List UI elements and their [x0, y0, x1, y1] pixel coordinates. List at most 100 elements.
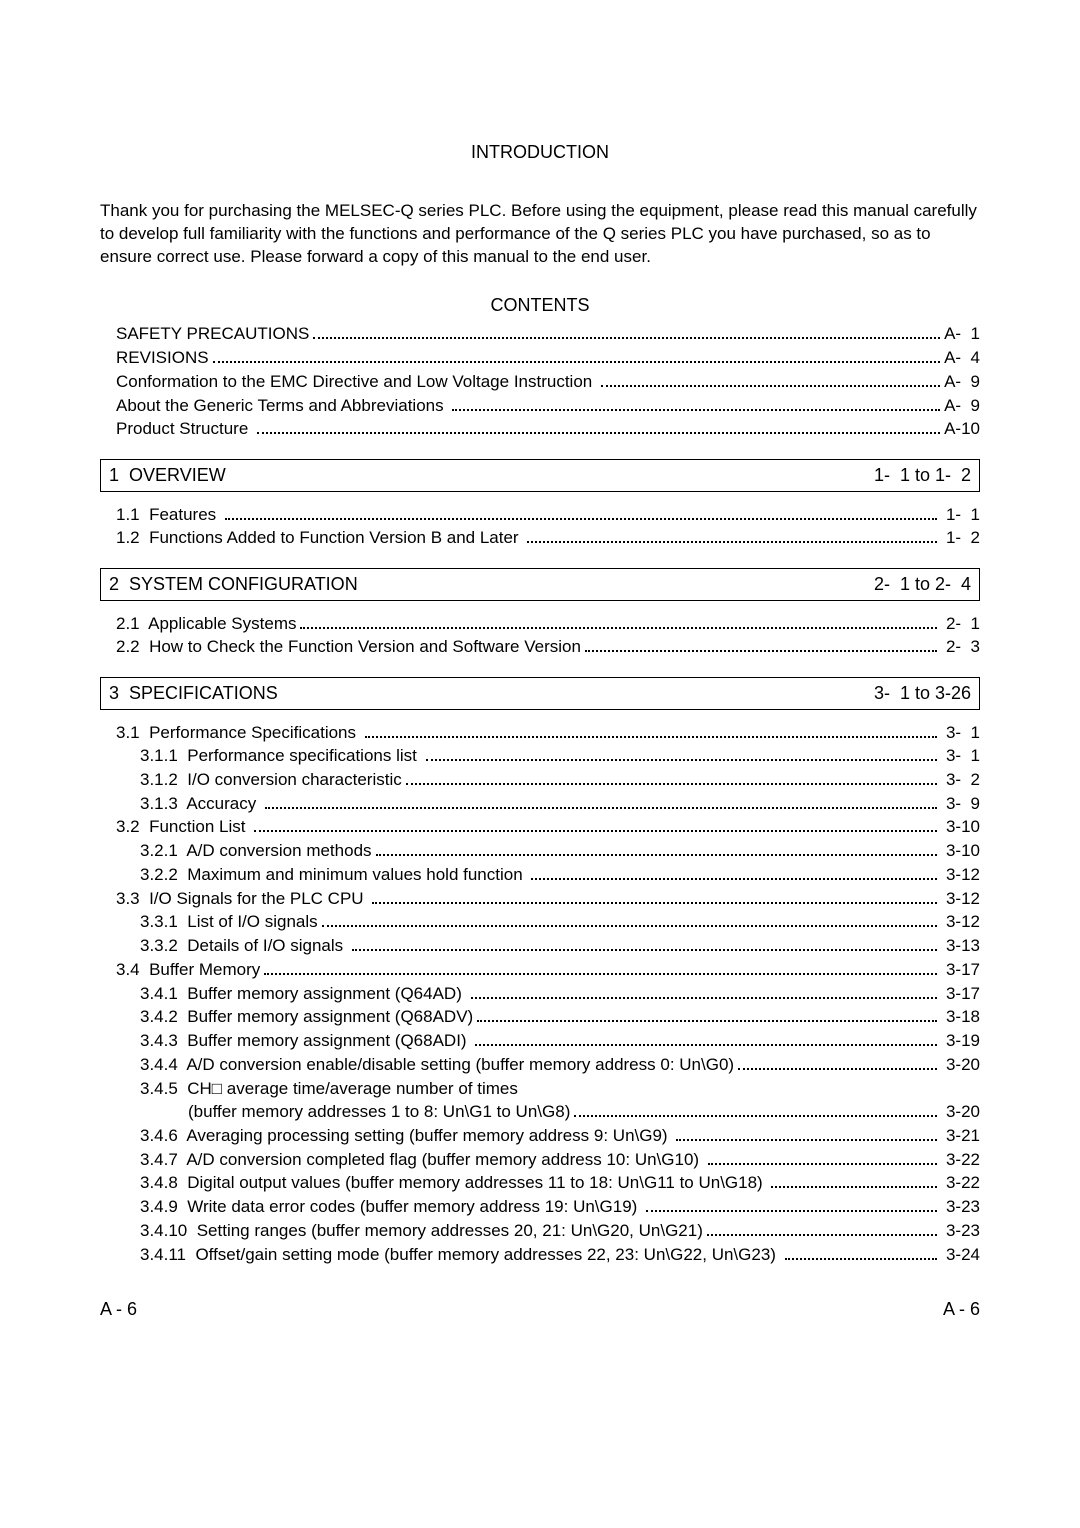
toc-leader-dots [265, 795, 937, 809]
toc-entry: 3.2.1 A/D conversion methods 3-10 [100, 840, 980, 863]
toc-page: A- 9 [944, 395, 980, 418]
toc-leader-dots [475, 1032, 937, 1046]
chapter-title: 3 SPECIFICATIONS [109, 681, 278, 705]
toc-page: A-10 [944, 418, 980, 441]
toc-page: 3- 1 [941, 745, 980, 768]
toc-label: 3.4.7 A/D conversion completed flag (buf… [140, 1149, 704, 1172]
toc-leader-dots [527, 530, 937, 544]
toc-page: 3-23 [941, 1196, 980, 1219]
footer-left: A - 6 [100, 1297, 137, 1321]
toc-entry: 3.3.2 Details of I/O signals 3-13 [100, 935, 980, 958]
toc-leader-dots [601, 373, 940, 387]
toc-entry: 3.2.2 Maximum and minimum values hold fu… [100, 864, 980, 887]
toc-leader-dots [322, 914, 938, 928]
toc-label: 3.4.11 Offset/gain setting mode (buffer … [140, 1244, 781, 1267]
toc-label: 3.4.1 Buffer memory assignment (Q64AD) [140, 983, 467, 1006]
toc-label: 3.4 Buffer Memory [116, 959, 260, 982]
toc-label: About the Generic Terms and Abbreviation… [116, 395, 448, 418]
toc-entry: 3.4.3 Buffer memory assignment (Q68ADI) … [100, 1030, 980, 1053]
toc-page: 3- 2 [941, 769, 980, 792]
toc-page: 3-18 [941, 1006, 980, 1029]
contents-heading: CONTENTS [100, 293, 980, 317]
toc-leader-dots [771, 1175, 937, 1189]
toc-label: 3.3.1 List of I/O signals [140, 911, 318, 934]
toc-entry: (buffer memory addresses 1 to 8: Un\G1 t… [100, 1101, 980, 1124]
toc-label: 3.4.2 Buffer memory assignment (Q68ADV) [140, 1006, 473, 1029]
toc-label: 3.3 I/O Signals for the PLC CPU [116, 888, 368, 911]
toc-page: 3-10 [941, 816, 980, 839]
toc-leader-dots [452, 397, 940, 411]
chapter-page-range: 2- 1 to 2- 4 [874, 572, 971, 596]
toc-leader-dots [585, 639, 937, 653]
toc-entry: Conformation to the EMC Directive and Lo… [100, 371, 980, 394]
toc-leader-dots [313, 326, 940, 340]
toc-entry: 1.1 Features 1- 1 [100, 504, 980, 527]
toc-label: 3.2.1 A/D conversion methods [140, 840, 372, 863]
toc-page: 3-17 [941, 983, 980, 1006]
toc-leader-dots [574, 1104, 937, 1118]
toc-leader-dots [426, 748, 938, 762]
toc-leader-dots [785, 1246, 938, 1260]
toc-leader-dots [477, 1009, 937, 1023]
toc-label: 3.4.9 Write data error codes (buffer mem… [140, 1196, 642, 1219]
introduction-heading: INTRODUCTION [100, 140, 980, 164]
toc-entry: 3.4.1 Buffer memory assignment (Q64AD) 3… [100, 983, 980, 1006]
toc-label: 3.2 Function List [116, 816, 250, 839]
toc-entry: 3.3.1 List of I/O signals 3-12 [100, 911, 980, 934]
toc-leader-dots [738, 1056, 937, 1070]
toc-leader-dots [376, 843, 938, 857]
toc-label: 1.1 Features [116, 504, 221, 527]
toc-entry: 3.1.1 Performance specifications list 3-… [100, 745, 980, 768]
toc-entry: SAFETY PRECAUTIONS A- 1 [100, 323, 980, 346]
toc-entry: 3.4.7 A/D conversion completed flag (buf… [100, 1149, 980, 1172]
toc-leader-dots [646, 1199, 937, 1213]
toc-leader-dots [225, 506, 937, 520]
chapter-heading-box: 2 SYSTEM CONFIGURATION2- 1 to 2- 4 [100, 568, 980, 600]
toc-entry: 3.4.6 Averaging processing setting (buff… [100, 1125, 980, 1148]
toc-page: 3-12 [941, 864, 980, 887]
toc-leader-dots [264, 961, 937, 975]
toc-leader-dots [365, 724, 938, 738]
toc-label: 3.1 Performance Specifications [116, 722, 361, 745]
toc-label: 3.4.10 Setting ranges (buffer memory add… [140, 1220, 703, 1243]
toc-entry: 3.4.8 Digital output values (buffer memo… [100, 1172, 980, 1195]
toc-entry: 3.4.9 Write data error codes (buffer mem… [100, 1196, 980, 1219]
toc-leader-dots [213, 350, 941, 364]
chapter-title: 1 OVERVIEW [109, 463, 226, 487]
toc-page: 3-23 [941, 1220, 980, 1243]
toc-page: A- 4 [944, 347, 980, 370]
toc-page: 3-19 [941, 1030, 980, 1053]
toc-label: Product Structure [116, 418, 253, 441]
toc-label: 3.4.6 Averaging processing setting (buff… [140, 1125, 672, 1148]
toc-entry: 3.4 Buffer Memory 3-17 [100, 959, 980, 982]
toc-entry: 3.4.2 Buffer memory assignment (Q68ADV) … [100, 1006, 980, 1029]
toc-entry: 3.2 Function List 3-10 [100, 816, 980, 839]
toc-leader-dots [372, 890, 937, 904]
toc-leader-dots [707, 1222, 937, 1236]
toc-label: SAFETY PRECAUTIONS [116, 323, 309, 346]
toc-page: 3- 1 [941, 722, 980, 745]
toc-page: 2- 1 [941, 613, 980, 636]
toc-page: 3-24 [941, 1244, 980, 1267]
toc-page: 3-13 [941, 935, 980, 958]
chapter-toc: 1 OVERVIEW1- 1 to 1- 21.1 Features 1- 11… [100, 459, 980, 1266]
toc-entry: 2.2 How to Check the Function Version an… [100, 636, 980, 659]
toc-entry: About the Generic Terms and Abbreviation… [100, 395, 980, 418]
toc-leader-dots [471, 985, 938, 999]
toc-label: 3.1.3 Accuracy [140, 793, 261, 816]
toc-entry: 3.1.2 I/O conversion characteristic 3- 2 [100, 769, 980, 792]
toc-page: 3-17 [941, 959, 980, 982]
toc-leader-dots [257, 421, 940, 435]
toc-page: 2- 3 [941, 636, 980, 659]
toc-page: 3-20 [941, 1101, 980, 1124]
toc-entry: 1.2 Functions Added to Function Version … [100, 527, 980, 550]
toc-label: 3.1.2 I/O conversion characteristic [140, 769, 402, 792]
introduction-paragraph: Thank you for purchasing the MELSEC-Q se… [100, 200, 980, 269]
toc-label: 3.4.4 A/D conversion enable/disable sett… [140, 1054, 734, 1077]
toc-leader-dots [254, 819, 937, 833]
toc-page: A- 1 [944, 323, 980, 346]
toc-page: 3-22 [941, 1172, 980, 1195]
toc-label: 2.2 How to Check the Function Version an… [116, 636, 581, 659]
toc-entry: 3.4.5 CH□ average time/average number of… [100, 1078, 980, 1101]
toc-page: 3-10 [941, 840, 980, 863]
